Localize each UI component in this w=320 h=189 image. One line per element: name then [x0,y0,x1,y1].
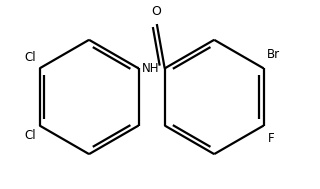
Text: NH: NH [142,62,160,75]
Text: Br: Br [267,49,280,61]
Text: O: O [151,5,161,18]
Text: Cl: Cl [24,51,36,64]
Text: Cl: Cl [24,129,36,143]
Text: F: F [268,132,274,145]
